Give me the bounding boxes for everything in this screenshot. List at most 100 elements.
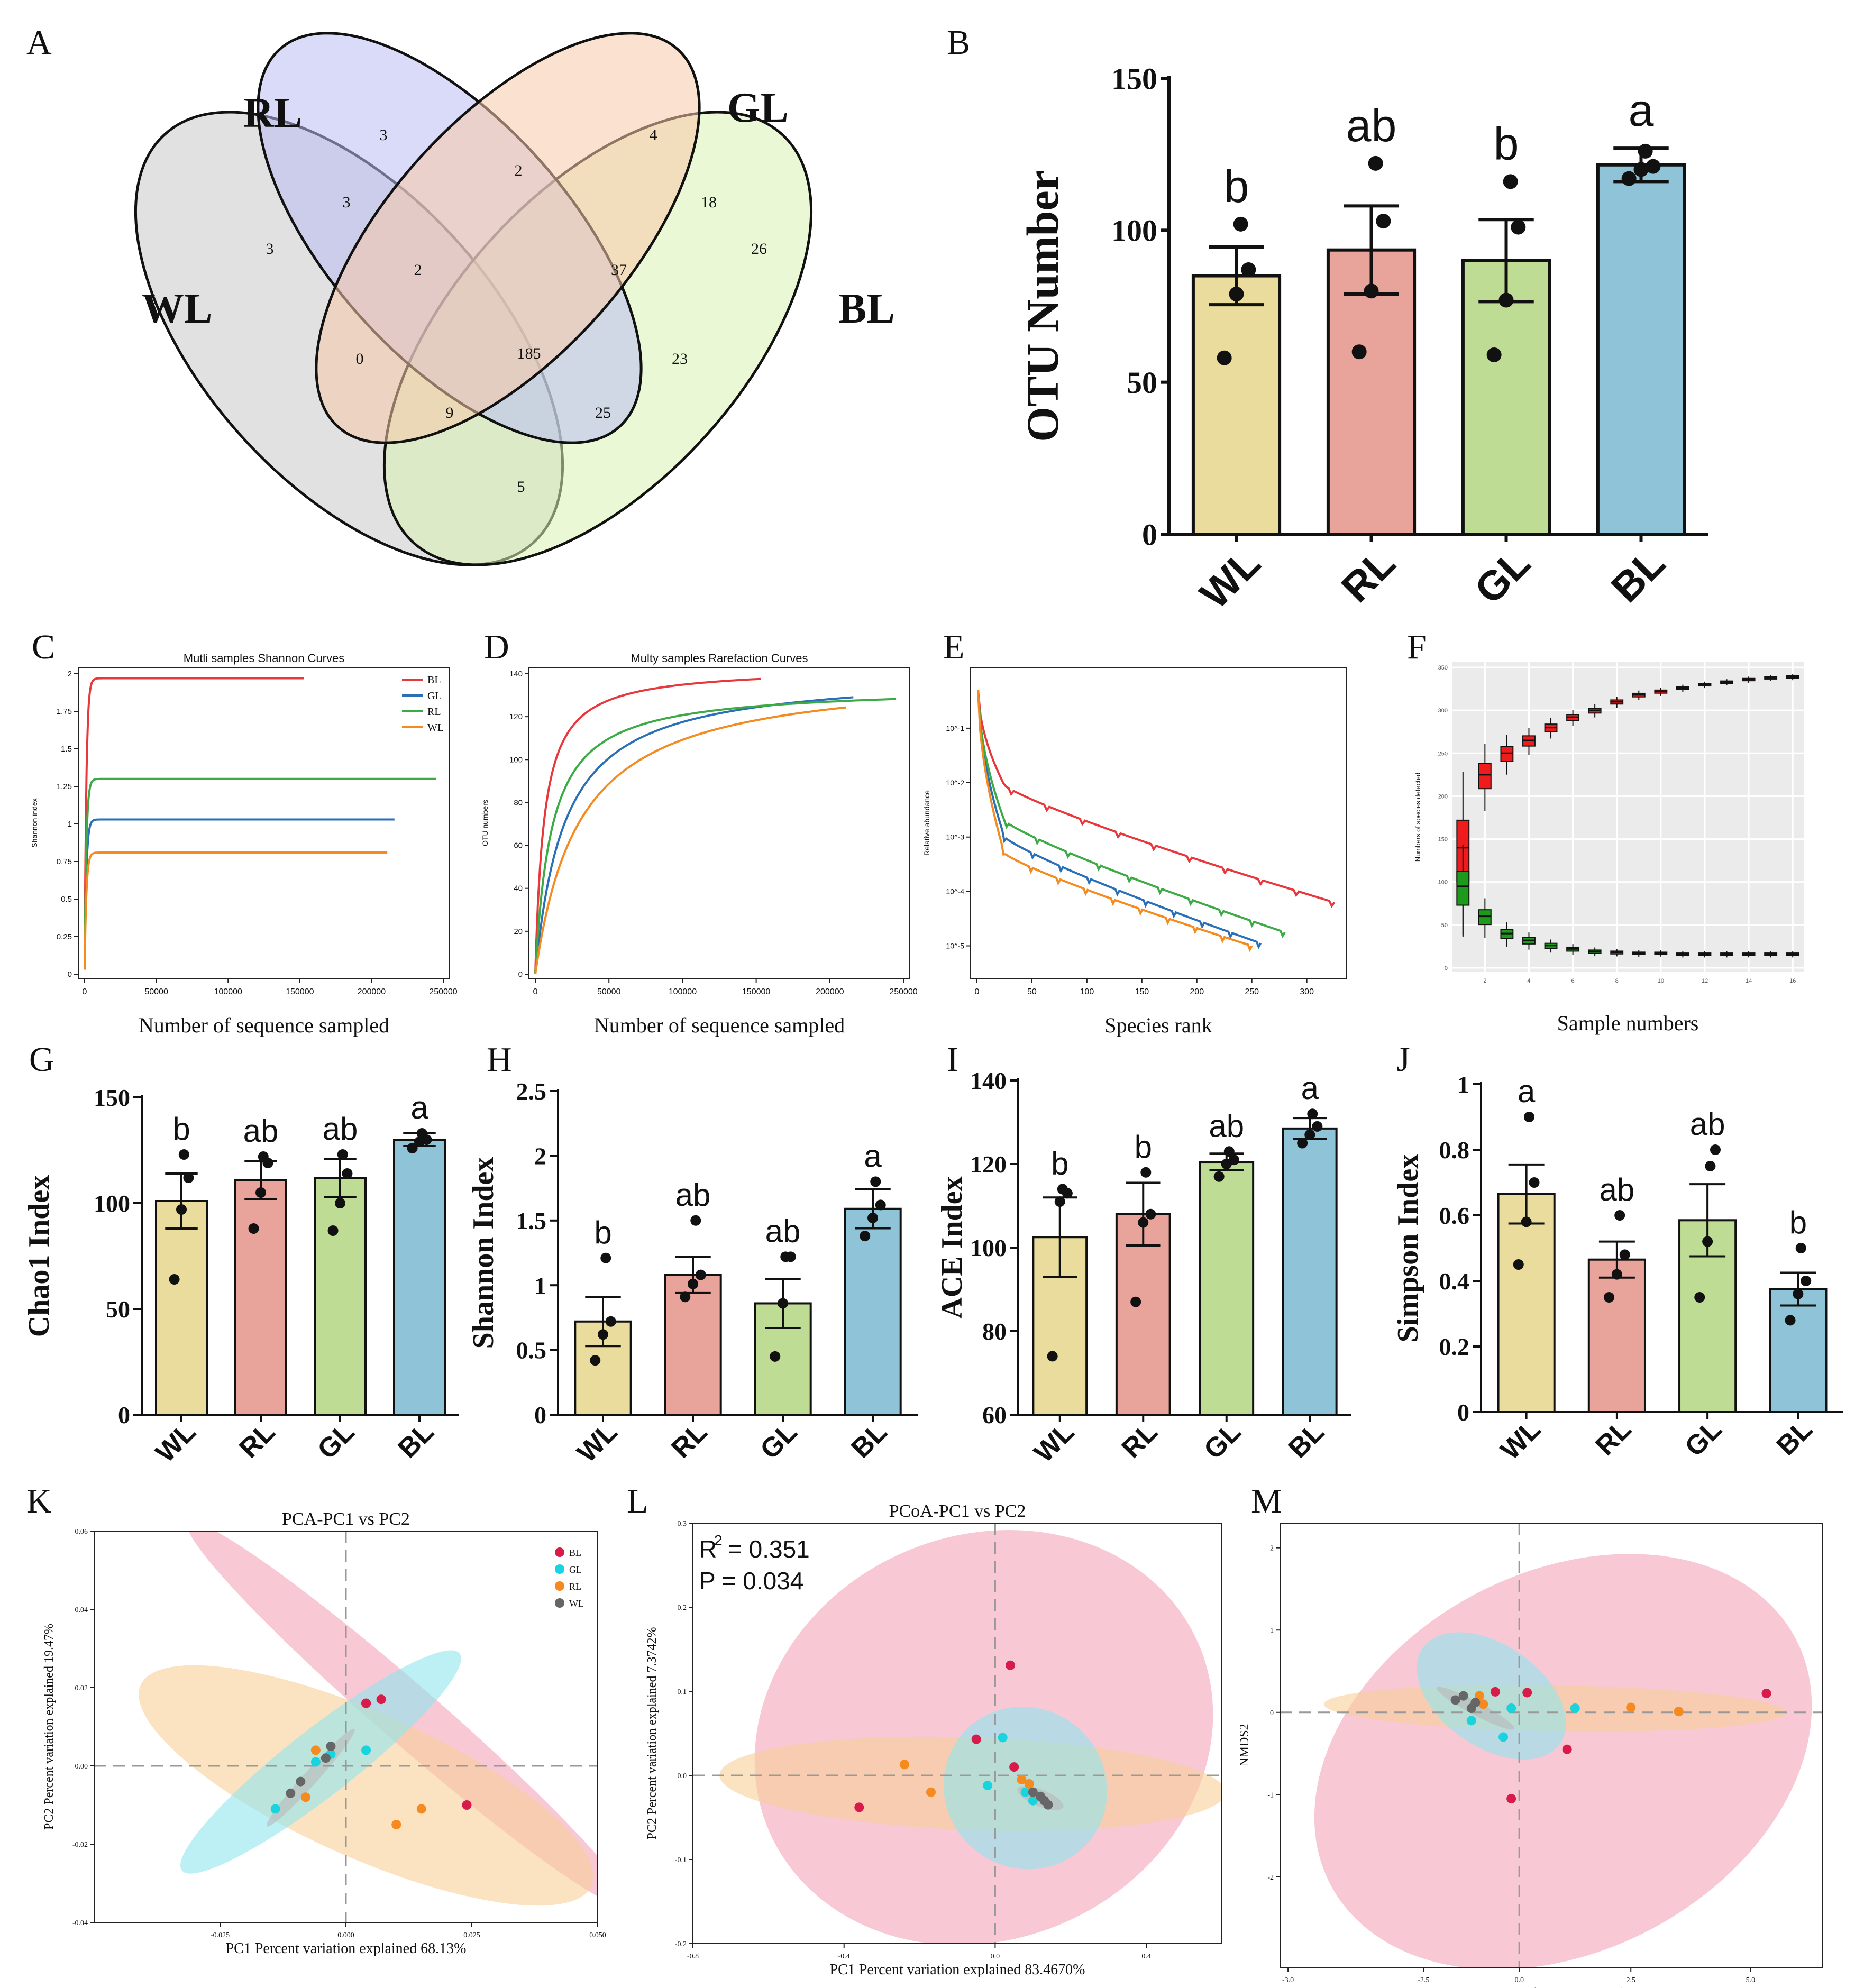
y-tick-label: -0.1 [675, 1856, 687, 1864]
data-point [1047, 1351, 1058, 1362]
curve-bl [977, 690, 1336, 908]
x-tick-label: -0.4 [838, 1953, 850, 1960]
y-tick-label: 10^-3 [946, 833, 964, 841]
y-axis-label: Numbers of species detected [1414, 773, 1422, 862]
data-point [680, 1291, 691, 1303]
x-tick-label: 200000 [358, 987, 386, 996]
y-tick-label: 0 [68, 970, 72, 979]
significance-letter: a [1629, 85, 1654, 136]
data-point [1702, 1236, 1713, 1247]
x-tick-label: 5.0 [1746, 1976, 1756, 1984]
y-tick-label: -0.02 [72, 1841, 88, 1849]
data-point [1241, 262, 1256, 278]
data-point [1638, 143, 1653, 159]
x-tick-label-bl: BL [392, 1416, 440, 1464]
data-point [1486, 347, 1502, 362]
chart-title: PCA-PC1 vs PC2 [282, 1509, 410, 1529]
curve-bl [84, 677, 304, 970]
x-tick-label: 100000 [214, 987, 242, 996]
x-axis-label: Sample numbers [1557, 1011, 1699, 1035]
y-tick-label: 100 [970, 1234, 1007, 1261]
y-tick-label: 100 [1111, 214, 1157, 248]
x-tick-label: 100000 [669, 987, 697, 996]
data-point [248, 1223, 259, 1234]
data-point [255, 1187, 266, 1198]
chart-title: Mutli samples Shannon Curves [184, 652, 344, 665]
significance-letter: ab [323, 1111, 358, 1147]
x-tick-label-wl: WL [571, 1416, 623, 1468]
data-point [1511, 219, 1526, 235]
point-rl [900, 1760, 909, 1770]
legend-label-wl: WL [569, 1598, 584, 1609]
x-tick-label-rl: RL [1116, 1416, 1164, 1464]
y-tick-label: 350 [1438, 665, 1448, 671]
x-tick-label: 250000 [429, 987, 457, 996]
y-tick-label: 1 [1457, 1071, 1469, 1098]
data-point [598, 1329, 608, 1340]
point-wl [1470, 1698, 1481, 1708]
point-gl [1506, 1703, 1516, 1713]
bar-wl [1497, 1193, 1556, 1413]
venn-label-wl: WL [142, 286, 212, 332]
legend-label-bl: BL [427, 674, 441, 686]
y-tick-label: 0 [1270, 1709, 1274, 1717]
data-point [867, 1212, 878, 1223]
data-point [1140, 1167, 1152, 1178]
data-point [1785, 1315, 1796, 1326]
y-tick-label: 140 [970, 1067, 1007, 1094]
legend-label-wl: WL [427, 722, 444, 734]
x-tick-label: 0.0 [991, 1953, 1000, 1960]
curve-wl [534, 706, 846, 975]
y-tick-label: -0.2 [675, 1940, 687, 1948]
data-point [337, 1149, 348, 1160]
curve-wl [977, 690, 1253, 952]
y-tick-label: 140 [509, 670, 523, 679]
x-tick-label: 10 [1658, 978, 1664, 984]
data-point [860, 1231, 871, 1242]
significance-letter: b [1494, 118, 1519, 169]
x-tick-label: 0.025 [463, 1931, 480, 1939]
point-rl [926, 1787, 936, 1797]
rarefaction-curves-chart: Multy samples Rarefaction Curves Number o… [481, 652, 918, 1037]
x-tick-label: 8 [1615, 978, 1619, 984]
x-tick-label: 300 [1300, 987, 1314, 996]
y-tick-label: 0.75 [57, 857, 72, 866]
data-point [590, 1355, 601, 1366]
data-point [1523, 1112, 1534, 1122]
y-tick-label: 100 [94, 1190, 130, 1217]
x-tick-label: 2.5 [1626, 1976, 1635, 1984]
chart-title: PCoA-PC1 vs PC2 [889, 1501, 1026, 1521]
panel-label-d: D [484, 628, 509, 666]
x-axis-label: Species rank [1104, 1013, 1212, 1037]
data-point [695, 1269, 706, 1280]
legend-label-rl: RL [569, 1581, 581, 1592]
data-point [1705, 1161, 1716, 1171]
y-tick-label: -0.04 [72, 1919, 88, 1927]
legend-marker-wl [555, 1598, 564, 1608]
venn-count-bl-only: 26 [751, 240, 767, 258]
y-tick-label: 2 [534, 1143, 546, 1170]
y-tick-label: 150 [1438, 837, 1448, 843]
data-point [1057, 1184, 1068, 1195]
data-point [1513, 1259, 1524, 1270]
data-point [1213, 1171, 1225, 1182]
point-bl [1006, 1660, 1015, 1670]
y-tick-label: 0.00 [75, 1763, 88, 1771]
bar-wl [155, 1200, 208, 1416]
x-tick-label: 6 [1571, 978, 1575, 984]
y-tick-label: 1.75 [57, 707, 72, 716]
annotation-r-squared-value: = 0.351 [728, 1535, 810, 1563]
y-tick-label: 0.25 [57, 932, 72, 941]
y-tick-label: 50 [106, 1296, 130, 1323]
point-gl [983, 1781, 993, 1791]
x-tick-label: 150 [1135, 987, 1149, 996]
rank-abundance-chart: Species rank Relative abundance 0 50 100 150 2… [922, 667, 1347, 1037]
panel-label-f: F [1407, 628, 1427, 666]
y-tick-label: 50 [1127, 365, 1157, 400]
data-point [416, 1128, 427, 1139]
x-tick-label-gl: GL [312, 1416, 360, 1465]
x-tick-label-gl: GL [1198, 1416, 1247, 1465]
y-tick-label: 0.4 [1439, 1268, 1470, 1295]
x-tick-label-rl: RL [665, 1416, 713, 1464]
y-tick-label: 0.02 [75, 1684, 88, 1692]
